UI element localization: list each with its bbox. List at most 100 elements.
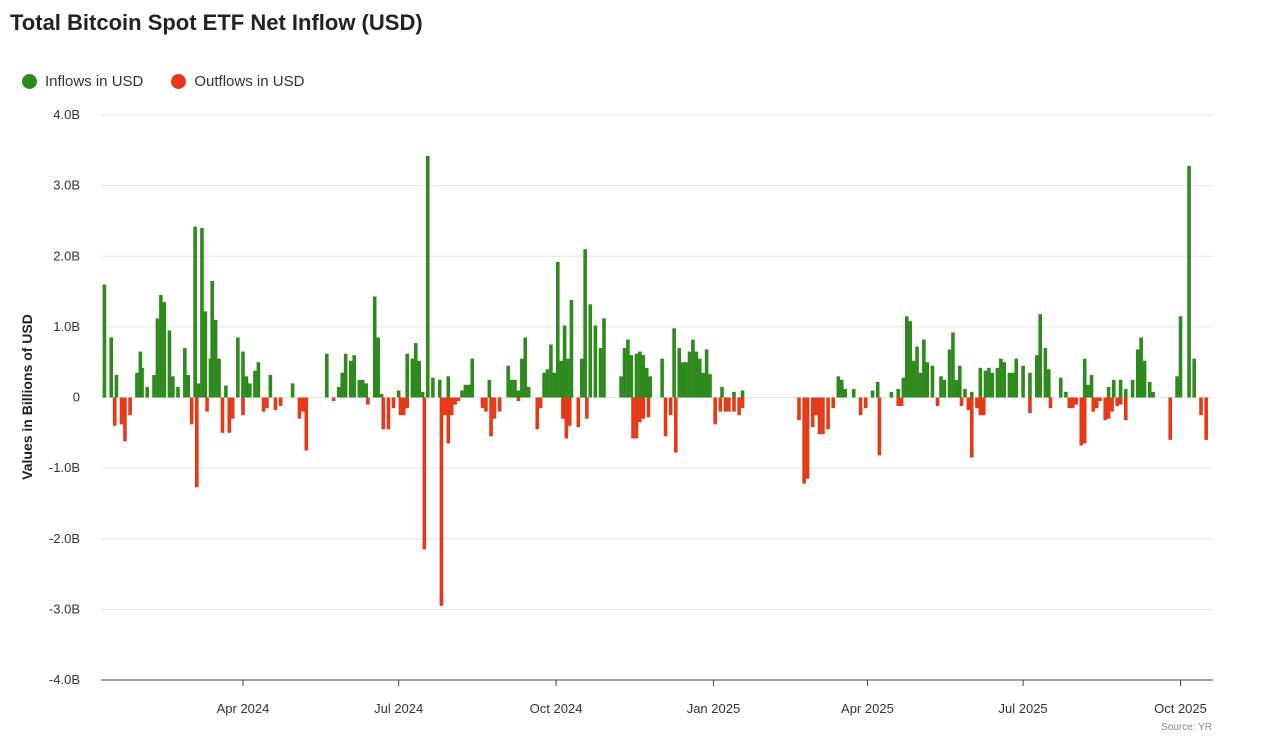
outflow-bar[interactable] xyxy=(241,397,245,416)
outflow-bar[interactable] xyxy=(1028,397,1032,414)
outflow-bar[interactable] xyxy=(538,397,543,409)
inflow-bar[interactable] xyxy=(1046,369,1051,398)
outflow-bar[interactable] xyxy=(668,397,673,416)
inflow-bar[interactable] xyxy=(467,384,471,398)
outflow-bar[interactable] xyxy=(969,397,974,458)
outflow-bar[interactable] xyxy=(831,397,836,409)
inflow-bar[interactable] xyxy=(516,390,521,398)
inflow-bar[interactable] xyxy=(559,360,563,398)
inflow-bar[interactable] xyxy=(708,374,712,398)
inflow-bar[interactable] xyxy=(425,155,430,398)
inflow-bar[interactable] xyxy=(417,360,421,398)
inflow-bar[interactable] xyxy=(1139,337,1143,398)
inflow-bar[interactable] xyxy=(896,389,901,398)
inflow-bar[interactable] xyxy=(109,337,114,398)
inflow-bar[interactable] xyxy=(203,311,208,398)
inflow-bar[interactable] xyxy=(337,386,341,398)
inflow-bar[interactable] xyxy=(999,358,1003,398)
outflow-bar[interactable] xyxy=(663,397,668,437)
inflow-bar[interactable] xyxy=(1106,386,1111,398)
outflow-bar[interactable] xyxy=(1168,397,1173,440)
inflow-bar[interactable] xyxy=(904,316,909,398)
outflow-bar[interactable] xyxy=(646,397,651,418)
inflow-bar[interactable] xyxy=(939,376,943,398)
inflow-bar[interactable] xyxy=(357,379,362,398)
outflow-bar[interactable] xyxy=(480,397,485,409)
inflow-bar[interactable] xyxy=(641,355,646,398)
outflow-bar[interactable] xyxy=(446,397,451,444)
inflow-bar[interactable] xyxy=(634,353,639,398)
outflow-bar[interactable] xyxy=(1103,397,1108,421)
inflow-bar[interactable] xyxy=(244,376,249,398)
inflow-bar[interactable] xyxy=(253,370,257,398)
outflow-bar[interactable] xyxy=(1074,397,1078,405)
inflow-bar[interactable] xyxy=(343,353,348,398)
inflow-bar[interactable] xyxy=(241,351,245,398)
outflow-bar[interactable] xyxy=(1110,397,1114,412)
inflow-bar[interactable] xyxy=(562,325,567,398)
outflow-bar[interactable] xyxy=(802,397,806,484)
outflow-bar[interactable] xyxy=(723,397,728,412)
inflow-bar[interactable] xyxy=(364,383,368,398)
inflow-bar[interactable] xyxy=(694,351,699,398)
outflow-bar[interactable] xyxy=(405,397,410,409)
inflow-bar[interactable] xyxy=(1002,362,1007,398)
inflow-bar[interactable] xyxy=(1192,358,1196,398)
inflow-bar[interactable] xyxy=(1034,355,1039,398)
inflow-bar[interactable] xyxy=(925,362,930,398)
outflow-bar[interactable] xyxy=(230,397,235,419)
inflow-bar[interactable] xyxy=(1011,372,1015,398)
inflow-bar[interactable] xyxy=(740,390,745,398)
inflow-bar[interactable] xyxy=(1089,374,1094,398)
outflow-bar[interactable] xyxy=(975,397,979,409)
outflow-bar[interactable] xyxy=(453,397,457,405)
inflow-bar[interactable] xyxy=(102,284,107,398)
inflow-bar[interactable] xyxy=(1086,384,1090,398)
outflow-bar[interactable] xyxy=(674,397,678,453)
outflow-bar[interactable] xyxy=(1123,397,1128,421)
inflow-bar[interactable] xyxy=(995,367,1000,398)
outflow-bar[interactable] xyxy=(273,397,278,411)
outflow-bar[interactable] xyxy=(449,397,454,416)
outflow-bar[interactable] xyxy=(814,397,818,416)
inflow-bar[interactable] xyxy=(555,261,560,398)
inflow-bar[interactable] xyxy=(930,365,935,398)
inflow-bar[interactable] xyxy=(598,348,603,398)
inflow-bar[interactable] xyxy=(460,390,464,398)
inflow-bar[interactable] xyxy=(701,372,705,398)
outflow-bar[interactable] xyxy=(641,397,646,419)
inflow-bar[interactable] xyxy=(963,389,967,398)
inflow-bar[interactable] xyxy=(1118,379,1123,398)
outflow-bar[interactable] xyxy=(959,397,964,406)
outflow-bar[interactable] xyxy=(119,397,124,425)
inflow-bar[interactable] xyxy=(870,390,875,398)
inflow-bar[interactable] xyxy=(520,358,524,398)
inflow-bar[interactable] xyxy=(523,337,528,398)
outflow-bar[interactable] xyxy=(1048,397,1053,409)
outflow-bar[interactable] xyxy=(935,397,940,406)
inflow-bar[interactable] xyxy=(140,367,144,398)
inflow-bar[interactable] xyxy=(680,362,685,398)
inflow-bar[interactable] xyxy=(687,351,692,398)
inflow-bar[interactable] xyxy=(1187,165,1191,398)
inflow-bar[interactable] xyxy=(405,353,410,398)
outflow-bar[interactable] xyxy=(205,397,209,412)
inflow-bar[interactable] xyxy=(951,332,955,398)
inflow-bar[interactable] xyxy=(549,344,553,398)
inflow-bar[interactable] xyxy=(1058,377,1063,398)
inflow-bar[interactable] xyxy=(626,339,630,398)
inflow-bar[interactable] xyxy=(213,319,218,398)
inflow-bar[interactable] xyxy=(268,374,273,398)
outflow-bar[interactable] xyxy=(727,397,731,412)
outflow-bar[interactable] xyxy=(1199,397,1203,416)
inflow-bar[interactable] xyxy=(1147,381,1152,398)
outflow-bar[interactable] xyxy=(123,397,127,442)
inflow-bar[interactable] xyxy=(918,372,923,398)
outflow-bar[interactable] xyxy=(817,397,822,435)
outflow-bar[interactable] xyxy=(195,397,199,488)
outflow-bar[interactable] xyxy=(826,397,830,430)
inflow-bar[interactable] xyxy=(1014,358,1019,398)
outflow-bar[interactable] xyxy=(1067,397,1072,409)
outflow-bar[interactable] xyxy=(966,397,971,411)
inflow-bar[interactable] xyxy=(193,226,197,398)
